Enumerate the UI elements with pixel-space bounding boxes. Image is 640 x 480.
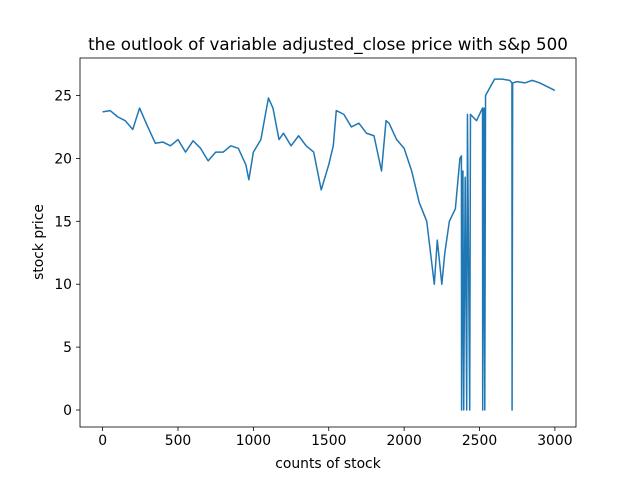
y-axis-label: stock price [31, 204, 47, 280]
x-tick-label: 2000 [386, 433, 421, 449]
chart-title: the outlook of variable adjusted_close p… [88, 34, 568, 55]
x-axis-label: counts of stock [275, 456, 381, 472]
x-tick-label: 2500 [462, 433, 497, 449]
y-tick-label: 5 [63, 340, 72, 356]
y-tick-label: 0 [63, 403, 72, 419]
y-tick-label: 15 [54, 214, 72, 230]
x-tick-label: 1000 [236, 433, 271, 449]
x-tick-label: 0 [98, 433, 107, 449]
y-tick-label: 10 [54, 277, 72, 293]
y-tick-label: 25 [54, 88, 72, 104]
line-series [102, 78, 556, 411]
x-tick-label: 1500 [311, 433, 346, 449]
x-tick-label: 500 [165, 433, 192, 449]
x-tick-label: 3000 [537, 433, 572, 449]
y-tick-label: 20 [54, 151, 72, 167]
plot-frame [79, 57, 577, 428]
